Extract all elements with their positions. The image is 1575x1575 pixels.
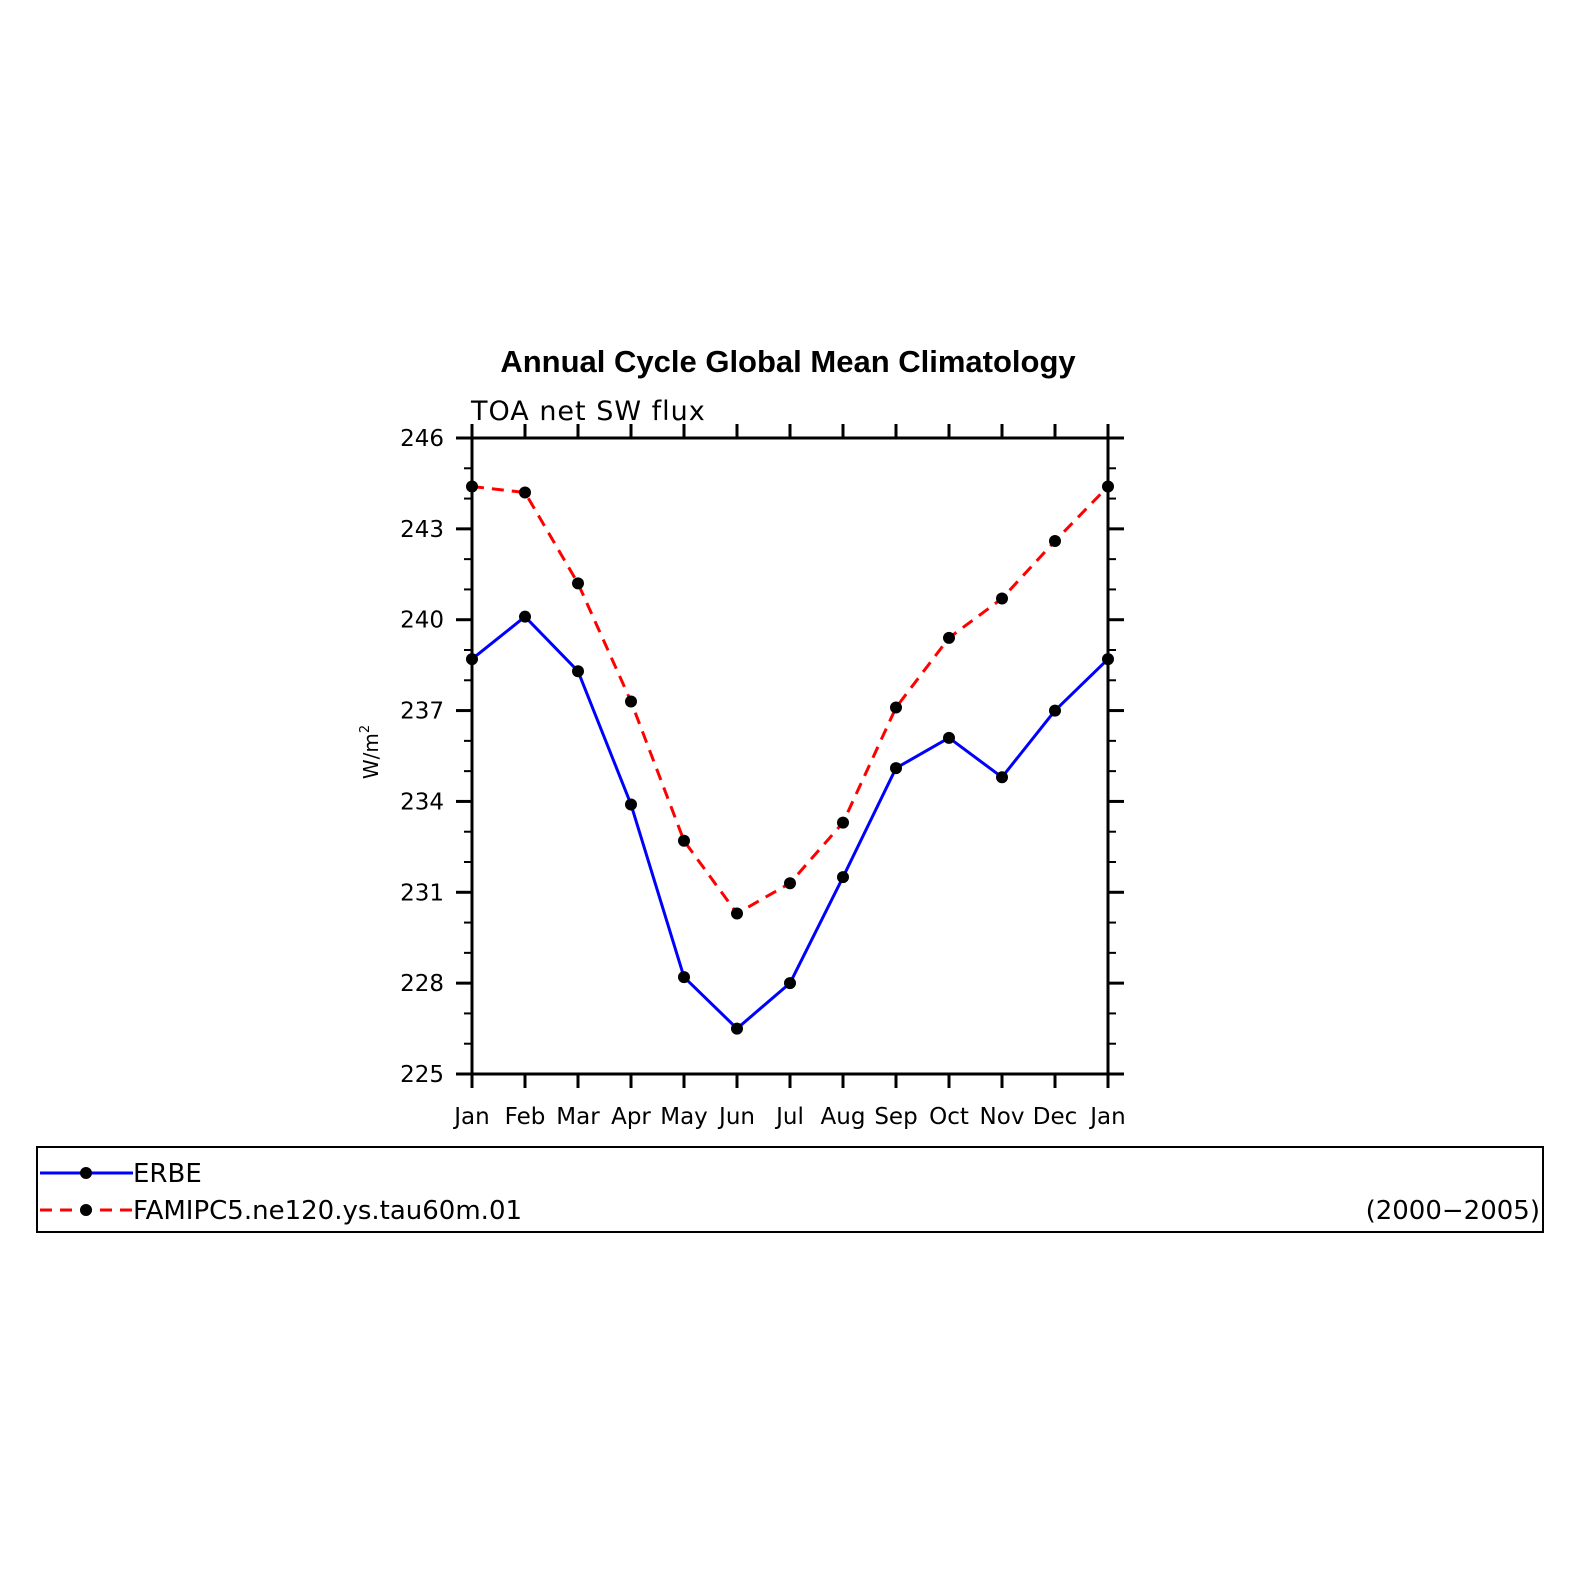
x-tick-label: Aug	[821, 1104, 866, 1130]
x-tick-label: Nov	[980, 1104, 1025, 1130]
x-tick-label: Sep	[874, 1104, 917, 1130]
y-tick-label: 237	[400, 699, 444, 725]
y-tick-label: 228	[400, 971, 444, 997]
legend-marker-famipc5	[80, 1204, 92, 1216]
series-1-point	[943, 631, 955, 644]
series-1-point	[784, 877, 796, 890]
series-1-point	[731, 907, 743, 920]
legend-marker-erbe	[80, 1167, 92, 1179]
series-0-point	[519, 610, 531, 623]
legend-label-famipc5: FAMIPC5.ne120.ys.tau60m.01	[133, 1196, 522, 1226]
x-tick-label: Jan	[1088, 1104, 1125, 1130]
series-1-point	[996, 592, 1008, 605]
series-0-point	[1049, 704, 1061, 717]
x-tick-label: Jul	[774, 1104, 804, 1130]
series-0-point	[731, 1022, 743, 1035]
series-1-point	[837, 816, 849, 829]
series-0-point	[625, 798, 637, 811]
y-axis-label-superscript: 2	[358, 725, 373, 733]
x-tick-label: Dec	[1033, 1104, 1078, 1130]
axis-ticks	[456, 424, 1124, 1088]
x-tick-label: May	[660, 1104, 708, 1130]
series-1-point	[1102, 480, 1114, 493]
y-tick-label: 234	[400, 789, 444, 815]
y-tick-label: 243	[400, 517, 444, 543]
svg-text:W/m2: W/m2	[358, 725, 383, 779]
series-0-point	[572, 665, 584, 678]
x-tick-label: Mar	[556, 1104, 600, 1130]
series-1-point	[466, 480, 478, 493]
series-0-point	[837, 871, 849, 884]
x-tick-label: Feb	[505, 1104, 546, 1130]
legend-date-range: (2000−2005)	[1366, 1196, 1540, 1226]
series-line-0	[471, 615, 1110, 1031]
series-0-point	[784, 977, 796, 990]
series-layer	[466, 480, 1114, 1035]
legend-box	[36, 1146, 1544, 1233]
legend: ERBE FAMIPC5.ne120.ys.tau60m.01 (2000−20…	[36, 1146, 1544, 1233]
x-tick-label: Apr	[611, 1104, 651, 1130]
series-1-point	[1049, 534, 1061, 547]
y-tick-label: 225	[400, 1062, 444, 1088]
x-tick-labels: Jan Feb Mar Apr May Jun Jul Aug Sep Oct Nov Dec Jan	[452, 1104, 1125, 1130]
y-tick-label: 246	[400, 426, 444, 452]
y-tick-labels: 225 228 231 234 237 240 243 246	[400, 426, 444, 1088]
y-axis-label: W/m2	[358, 725, 383, 779]
series-0-point	[943, 731, 955, 744]
y-tick-label: 231	[400, 880, 444, 906]
series-1-point	[678, 834, 690, 847]
x-tick-label: Jan	[452, 1104, 489, 1130]
series-1-point	[519, 486, 531, 499]
x-tick-label: Oct	[929, 1104, 969, 1130]
y-tick-label: 240	[400, 608, 444, 634]
x-tick-label: Jun	[717, 1104, 755, 1130]
y-axis-label-text: W/m	[359, 733, 383, 779]
chart-subtitle: TOA net SW flux	[470, 396, 706, 427]
legend-label-erbe: ERBE	[133, 1159, 202, 1189]
series-1-point	[890, 701, 902, 714]
series-1-point	[625, 695, 637, 708]
series-0-point	[466, 653, 478, 666]
series-0-point	[890, 762, 902, 775]
series-line-1	[471, 484, 1110, 915]
chart-title: Annual Cycle Global Mean Climatology	[500, 344, 1076, 379]
series-0-point	[1102, 653, 1114, 666]
series-0-point	[678, 971, 690, 984]
series-0-point	[996, 771, 1008, 784]
series-1-point	[572, 577, 584, 590]
